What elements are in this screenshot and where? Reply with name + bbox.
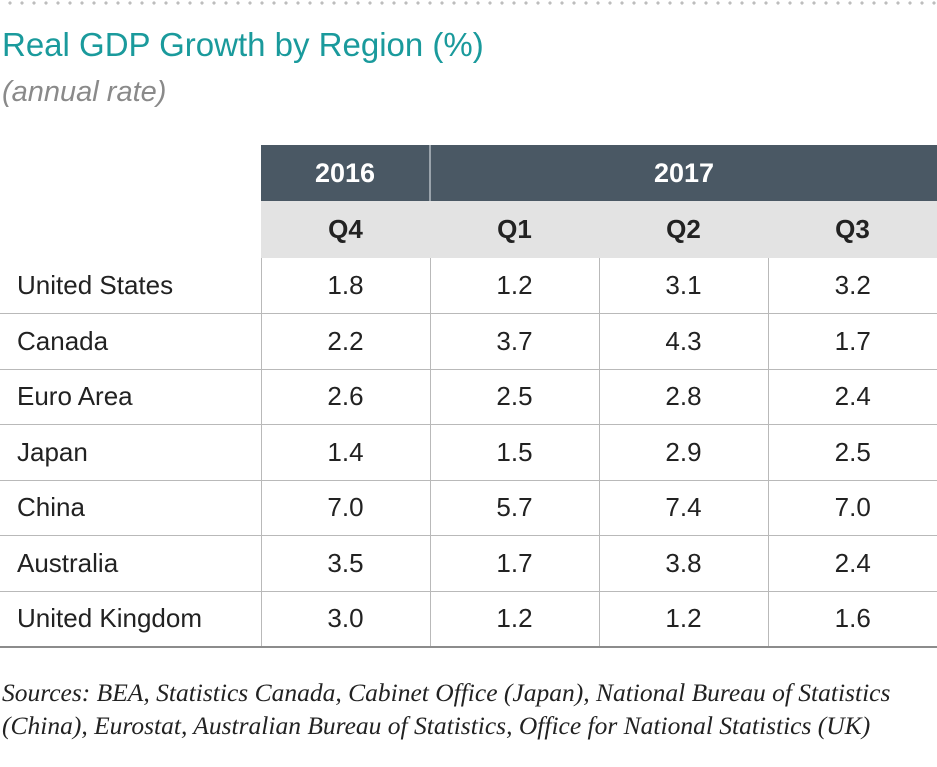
- value-cell: 3.2: [768, 258, 937, 314]
- table-row: Euro Area 2.6 2.5 2.8 2.4: [0, 369, 937, 425]
- table-row: China 7.0 5.7 7.4 7.0: [0, 480, 937, 536]
- gdp-table: 2016 2017 Q4 Q1 Q2 Q3 United States 1.8 …: [0, 145, 937, 648]
- value-cell: 3.0: [261, 591, 431, 648]
- value-cell: 1.6: [768, 591, 937, 648]
- value-cell: 7.4: [599, 480, 769, 536]
- region-label: Euro Area: [0, 369, 262, 425]
- value-cell: 2.4: [768, 369, 937, 425]
- table-row: Australia 3.5 1.7 3.8 2.4: [0, 535, 937, 592]
- value-cell: 5.7: [430, 480, 600, 536]
- value-cell: 1.8: [261, 258, 431, 314]
- quarter-header: Q4: [261, 201, 430, 258]
- value-cell: 2.5: [430, 369, 600, 425]
- region-label: Japan: [0, 424, 262, 481]
- value-cell: 1.7: [430, 535, 600, 592]
- corner-cell: [0, 145, 261, 258]
- dotted-top-rule: [0, 0, 937, 6]
- table-body: United States 1.8 1.2 3.1 3.2 Canada 2.2…: [0, 258, 937, 648]
- quarter-header: Q1: [430, 201, 599, 258]
- value-cell: 4.3: [599, 313, 769, 370]
- value-cell: 2.9: [599, 424, 769, 481]
- value-cell: 2.8: [599, 369, 769, 425]
- quarter-header-row: Q4 Q1 Q2 Q3: [0, 201, 937, 258]
- chart-title: Real GDP Growth by Region (%): [2, 26, 484, 63]
- chart-subtitle: (annual rate): [2, 76, 167, 108]
- region-label: United Kingdom: [0, 591, 262, 648]
- sources-note: Sources: BEA, Statistics Canada, Cabinet…: [2, 678, 891, 740]
- region-label: United States: [0, 258, 262, 314]
- value-cell: 2.5: [768, 424, 937, 481]
- value-cell: 3.5: [261, 535, 431, 592]
- value-cell: 2.4: [768, 535, 937, 592]
- year-header-2016: 2016: [261, 145, 431, 201]
- value-cell: 1.2: [430, 258, 600, 314]
- year-header-row: 2016 2017: [0, 145, 937, 258]
- value-cell: 2.2: [261, 313, 431, 370]
- value-cell: 7.0: [768, 480, 937, 536]
- value-cell: 1.2: [599, 591, 769, 648]
- value-cell: 1.5: [430, 424, 600, 481]
- table-row: United Kingdom 3.0 1.2 1.2 1.6: [0, 591, 937, 648]
- value-cell: 2.6: [261, 369, 431, 425]
- value-cell: 3.1: [599, 258, 769, 314]
- year-header-2017: 2017: [430, 145, 937, 201]
- region-label: Australia: [0, 535, 262, 592]
- value-cell: 3.8: [599, 535, 769, 592]
- value-cell: 7.0: [261, 480, 431, 536]
- table-row: United States 1.8 1.2 3.1 3.2: [0, 258, 937, 314]
- value-cell: 3.7: [430, 313, 600, 370]
- value-cell: 1.4: [261, 424, 431, 481]
- quarter-header: Q2: [599, 201, 768, 258]
- table-row: Japan 1.4 1.5 2.9 2.5: [0, 424, 937, 481]
- value-cell: 1.7: [768, 313, 937, 370]
- region-label: Canada: [0, 313, 262, 370]
- region-label: China: [0, 480, 262, 536]
- table-row: Canada 2.2 3.7 4.3 1.7: [0, 313, 937, 370]
- value-cell: 1.2: [430, 591, 600, 648]
- quarter-header: Q3: [768, 201, 937, 258]
